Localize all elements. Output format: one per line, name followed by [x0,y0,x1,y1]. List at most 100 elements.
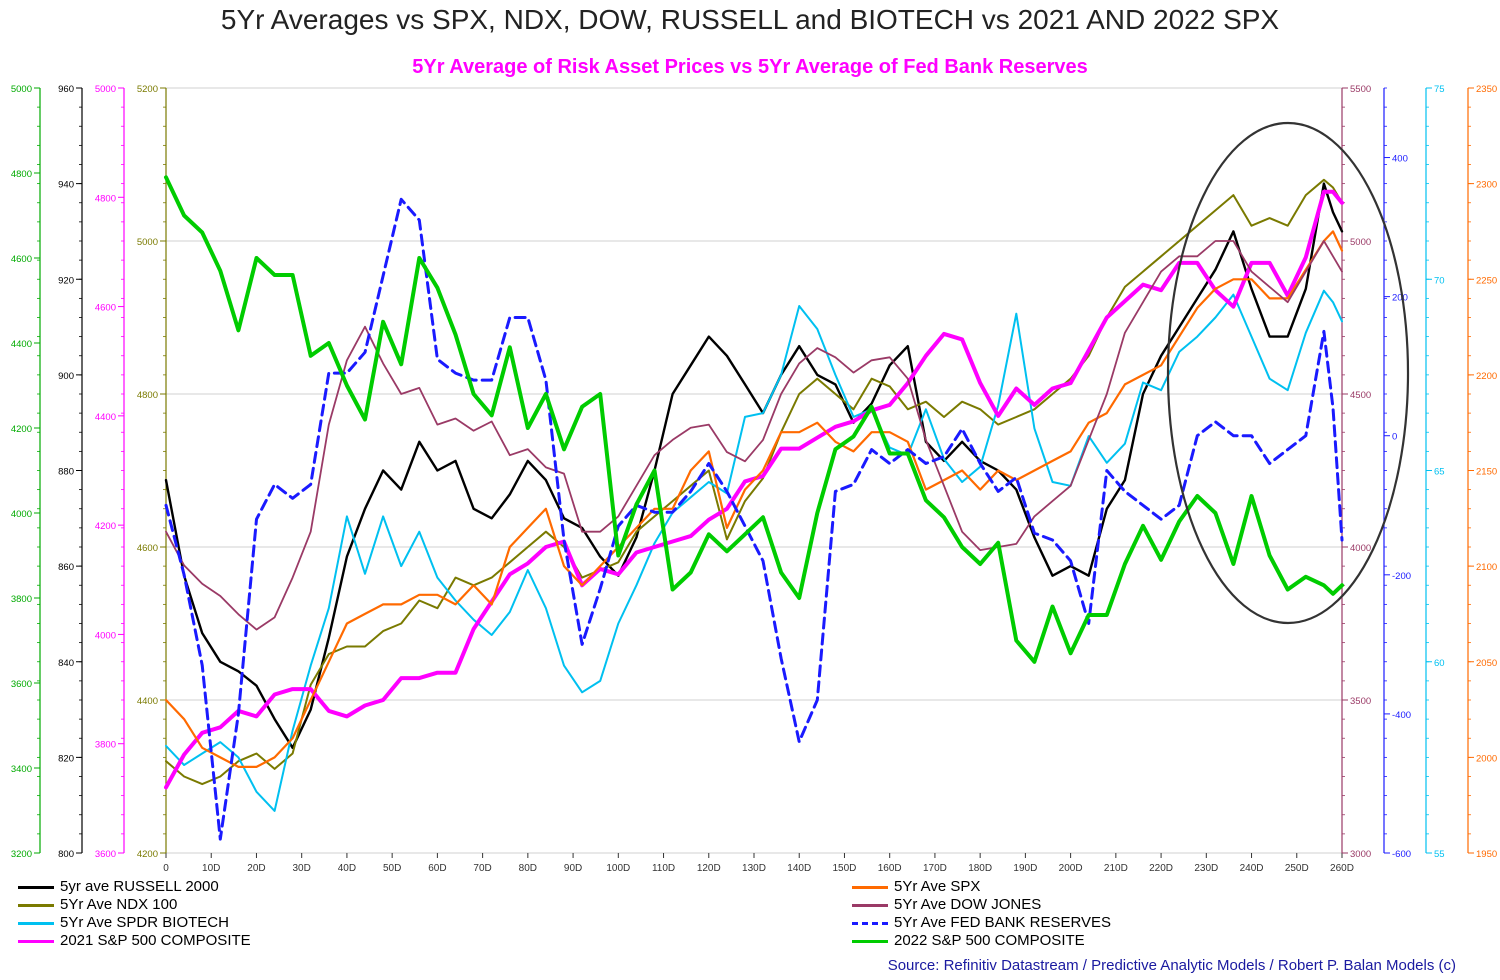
y-tick-label: 3600 [11,679,32,690]
series-line [165,289,1343,812]
y-tick-label: 4800 [95,193,116,204]
legend-item: 2022 S&P 500 COMPOSITE [852,932,1192,950]
x-tick-label: 210D [1104,863,1128,874]
x-tick-label: 260D [1330,863,1354,874]
y-tick-label: 820 [58,753,74,764]
x-tick-label: 150D [833,863,857,874]
series-line [164,189,1344,790]
x-tick-label: 80D [519,863,537,874]
legend-item: 5Yr Ave FED BANK RESERVES [852,914,1192,932]
y-tick-label: 2350 [1476,84,1497,95]
legend-swatch [18,922,54,925]
legend-label: 2022 S&P 500 COMPOSITE [894,932,1085,949]
legend-item: 5Yr Ave DOW JONES [852,896,1192,914]
y-tick-label: 2050 [1476,658,1497,669]
y-tick-label: 4400 [11,339,32,350]
y-tick-label: 2200 [1476,371,1497,382]
x-tick-label: 240D [1240,863,1264,874]
y-tick-label: 2250 [1476,275,1497,286]
y-tick-label: 400 [1392,154,1408,165]
legend-left: 5yr ave RUSSELL 2000 5Yr Ave NDX 100 5Yr… [18,878,358,950]
y-tick-label: 2300 [1476,180,1497,191]
y-tick-label: 5200 [137,84,158,95]
y-tick-label: 4400 [137,696,158,707]
y-tick-label: 840 [58,658,74,669]
y-tick-label: 1950 [1476,849,1497,860]
legend-label: 5Yr Ave NDX 100 [60,896,178,913]
x-tick-label: 220D [1149,863,1173,874]
y-tick-label: 860 [58,562,74,573]
y-tick-label: 940 [58,180,74,191]
y-tick-label: 3400 [11,764,32,775]
legend-label: 5Yr Ave DOW JONES [894,896,1042,913]
grid-lines [165,87,1343,854]
y-tick-label: -200 [1392,571,1411,582]
x-tick-label: 60D [428,863,446,874]
chart-plot: 0 10D 20D 30D 40D 50D 60D 70D 80D 90D 100D 110D 120D… [11,84,1497,874]
x-tick-label: 200D [1059,863,1083,874]
y-tick-label: 200 [1392,293,1408,304]
y-tick-label: 900 [58,371,74,382]
y-tick-label: 4200 [95,521,116,532]
legend-swatch [852,940,888,943]
legend-label: 5Yr Ave SPDR BIOTECH [60,914,229,931]
y-tick-label: 2000 [1476,753,1497,764]
y-tick-label: 4000 [11,509,32,520]
x-tick-label: 40D [338,863,356,874]
legend-swatch [852,922,888,925]
y-tick-label: 4600 [95,303,116,314]
x-tick-label: 160D [878,863,902,874]
x-tick-label: 250D [1285,863,1309,874]
y-tick-label: 5000 [137,237,158,248]
y-tick-label: 75 [1434,84,1445,95]
y-tick-label: 2150 [1476,467,1497,478]
legend-item: 5Yr Ave SPX [852,878,1192,896]
legend-right: 5Yr Ave SPX 5Yr Ave DOW JONES 5Yr Ave FE… [852,878,1192,950]
x-tick-label: 230D [1194,863,1218,874]
legend-label: 5Yr Ave SPX [894,878,981,895]
x-tick-label: 170D [923,863,947,874]
y-tick-label: -600 [1392,849,1411,860]
y-tick-label: 5000 [1350,237,1371,248]
y-tick-label: 3800 [11,594,32,605]
x-tick-label: 0 [163,863,169,874]
legend-swatch [18,904,54,907]
x-tick-label: 30D [293,863,311,874]
y-tick-label: 800 [58,849,74,860]
chart-subtitle: 5Yr Average of Risk Asset Prices vs 5Yr … [412,56,1088,78]
y-tick-label: 0 [1392,432,1397,443]
legend-label: 2021 S&P 500 COMPOSITE [60,932,251,949]
x-tick-label: 20D [247,863,265,874]
x-tick-label: 10D [202,863,220,874]
y-tick-label: 4800 [137,390,158,401]
x-tick-label: 50D [383,863,401,874]
x-tick-label: 90D [564,863,582,874]
y-tick-label: 960 [58,84,74,95]
plot-frame [165,87,1343,854]
y-tick-label: 4000 [1350,543,1371,554]
x-tick-label: 110D [652,863,675,874]
x-tick-label: 120D [697,863,721,874]
legend-item: 5Yr Ave NDX 100 [18,896,358,914]
y-tick-label: 55 [1434,849,1445,860]
x-tick-label: 180D [968,863,992,874]
y-tick-label: 4500 [1350,390,1371,401]
y-tick-label: 4200 [11,424,32,435]
y-tick-label: 920 [58,275,74,286]
y-tick-label: 2100 [1476,562,1497,573]
y-tick-label: 3000 [1350,849,1371,860]
y-tick-label: 5000 [11,84,32,95]
x-tick-label: 100D [606,863,630,874]
legend-item: 5Yr Ave SPDR BIOTECH [18,914,358,932]
source-note: Source: Refinitiv Datastream / Predictiv… [887,957,1456,974]
series-line [164,175,1344,664]
y-tick-label: 60 [1434,658,1445,669]
legend-item: 2021 S&P 500 COMPOSITE [18,932,358,950]
legend-label: 5Yr Ave FED BANK RESERVES [894,914,1112,931]
y-tick-label: 3800 [95,740,116,751]
x-tick-label: 70D [473,863,491,874]
series-line [164,230,1344,769]
axes: 0 10D 20D 30D 40D 50D 60D 70D 80D 90D 100D 110D 120D… [11,84,1497,874]
y-tick-label: 3600 [95,849,116,860]
y-tick-label: -400 [1392,710,1411,721]
